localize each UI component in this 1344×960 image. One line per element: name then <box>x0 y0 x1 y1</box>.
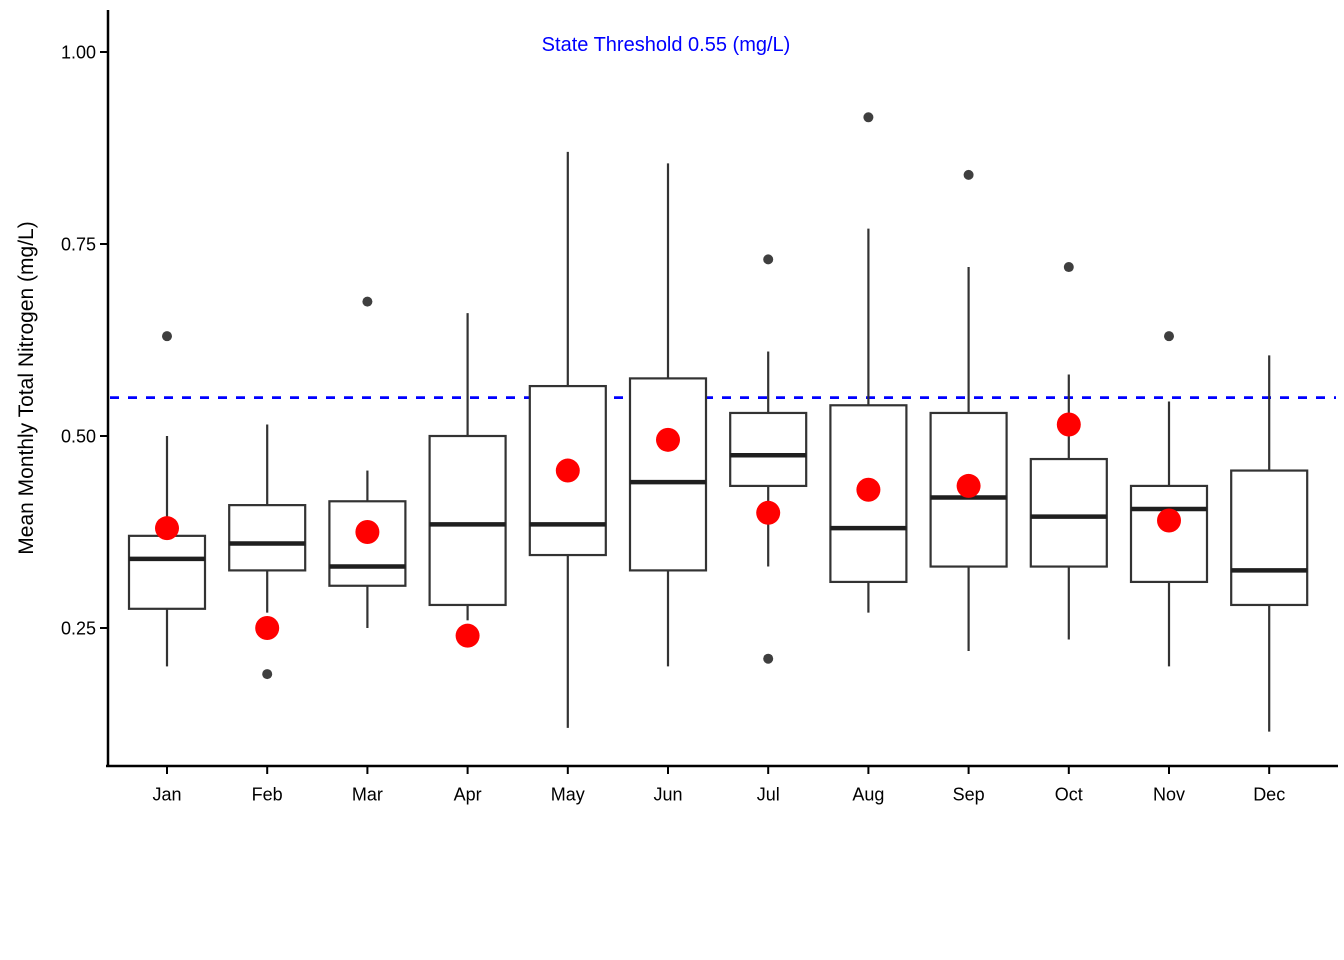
outlier-jul-1 <box>763 653 774 664</box>
box-apr <box>428 434 507 607</box>
dot-2025-sep <box>956 473 981 498</box>
x-tick-label-apr: Apr <box>454 784 482 804</box>
outlier-feb-0 <box>262 669 273 680</box>
outlier-mar-0 <box>362 296 373 307</box>
y-tick-label-0.50: 0.50 <box>61 426 96 446</box>
dot-2025-mar <box>355 520 380 544</box>
x-tick-label-sep: Sep <box>953 784 985 804</box>
x-tick-label-aug: Aug <box>852 784 884 804</box>
outlier-sep-0 <box>963 169 974 180</box>
y-axis-title: Mean Monthly Total Nitrogen (mg/L) <box>15 221 38 555</box>
x-tick-label-oct: Oct <box>1055 784 1083 804</box>
x-tick-label-nov: Nov <box>1153 784 1185 804</box>
outlier-nov-0 <box>1164 331 1174 342</box>
dot-2025-aug <box>856 477 881 502</box>
outlier-jan-0 <box>162 331 172 342</box>
outlier-oct-0 <box>1063 262 1074 273</box>
box-nov <box>1129 484 1209 584</box>
x-tick-label-mar: Mar <box>352 784 383 804</box>
box-jan <box>127 534 207 610</box>
dot-2025-jan <box>155 516 179 541</box>
x-tick-label-jun: Jun <box>653 784 682 804</box>
box-oct <box>1029 457 1108 568</box>
dot-2025-apr <box>455 623 480 648</box>
box-dec <box>1230 469 1309 607</box>
box-feb <box>228 504 307 572</box>
dot-2025-oct <box>1056 412 1081 437</box>
box-jul <box>729 411 808 488</box>
dot-2025-jul <box>756 500 781 525</box>
x-tick-label-dec: Dec <box>1253 784 1285 804</box>
y-tick-label-1.00: 1.00 <box>61 42 96 62</box>
outlier-jul-0 <box>763 254 774 265</box>
box-jun <box>628 377 708 572</box>
x-tick-label-may: May <box>551 784 585 804</box>
dot-2025-may <box>555 458 580 483</box>
legend: 2002-2024 2025 <box>0 870 1344 940</box>
dot-2025-nov <box>1157 508 1181 533</box>
outlier-aug-0 <box>863 112 874 123</box>
dot-2025-feb <box>255 616 280 640</box>
x-tick-label-jan: Jan <box>152 784 181 804</box>
y-tick-label-0.75: 0.75 <box>61 234 96 254</box>
box-may <box>528 384 607 557</box>
dot-2025-jun <box>656 427 680 452</box>
y-tick-label-0.25: 0.25 <box>61 618 96 638</box>
x-tick-label-feb: Feb <box>252 784 283 804</box>
threshold-annotation: State Threshold 0.55 (mg/L) <box>541 34 791 56</box>
x-tick-label-jul: Jul <box>757 784 780 804</box>
